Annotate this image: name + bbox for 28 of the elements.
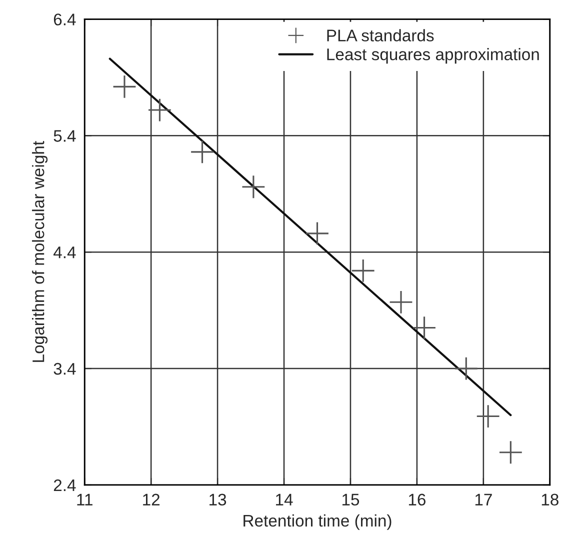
point — [148, 98, 171, 122]
point — [454, 357, 478, 380]
y-axis-title: Logarithm of molecular weight — [32, 141, 48, 362]
point — [390, 290, 412, 314]
legend-label: PLA standards — [327, 29, 434, 42]
x-axis-title: Retention time (min) — [244, 514, 392, 530]
x-tick-label: 16 — [408, 494, 426, 506]
point — [413, 316, 436, 339]
point — [499, 441, 522, 464]
point — [476, 405, 500, 428]
x-tick-label: 12 — [143, 494, 160, 506]
point — [191, 140, 214, 164]
y-tick-label: 2.4 — [54, 479, 76, 492]
x-tick-label: 17 — [475, 494, 492, 506]
point — [242, 176, 265, 198]
y-tick-label: 3.4 — [54, 362, 76, 375]
y-tick-label: 4.4 — [53, 246, 76, 258]
x-tick-label: 13 — [210, 494, 226, 506]
point — [352, 260, 374, 282]
x-tick-label: 18 — [542, 494, 558, 506]
point — [113, 76, 136, 98]
y-tick-label: 5.4 — [54, 130, 76, 142]
legend-label: Least squares approximation — [327, 48, 539, 64]
x-tick-label: 15 — [342, 494, 360, 506]
x-tick-label: 11 — [77, 494, 92, 506]
y-tick-label: 6.4 — [54, 14, 76, 26]
point — [306, 222, 328, 245]
x-tick-label: 14 — [276, 494, 293, 506]
